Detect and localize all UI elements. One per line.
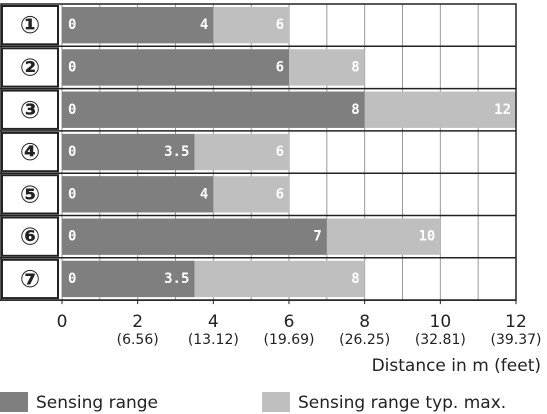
row-label: ⑦ bbox=[20, 265, 40, 293]
row-label-box bbox=[1, 89, 59, 130]
row-label: ① bbox=[20, 11, 40, 39]
start-label: 0 bbox=[68, 144, 76, 160]
data-label: 4 bbox=[200, 17, 208, 33]
data-label: 8 bbox=[351, 59, 359, 75]
x-tick-label: 12 bbox=[505, 312, 527, 332]
row-label-box bbox=[1, 5, 59, 46]
x-tick-label: 6 bbox=[284, 312, 295, 332]
data-label: 3.5 bbox=[164, 144, 189, 160]
row-label-box bbox=[1, 216, 59, 257]
row-label-box bbox=[1, 174, 59, 215]
start-label: 0 bbox=[68, 17, 76, 33]
row-label-box bbox=[1, 47, 59, 88]
data-label: 3.5 bbox=[164, 271, 189, 287]
row-label: ⑤ bbox=[20, 180, 40, 208]
bar bbox=[62, 218, 327, 255]
row-label-box bbox=[1, 131, 59, 173]
x-tick-label: 0 bbox=[57, 312, 68, 332]
data-label: 6 bbox=[276, 144, 284, 160]
x-tick-feet: (32.81) bbox=[415, 332, 466, 348]
x-tick-feet: (6.56) bbox=[117, 332, 159, 348]
x-tick-feet: (26.25) bbox=[339, 332, 390, 348]
data-label: 6 bbox=[276, 17, 284, 33]
x-tick-label: 8 bbox=[359, 312, 370, 332]
data-label: 4 bbox=[200, 186, 208, 202]
row-label: ③ bbox=[20, 96, 40, 124]
start-label: 0 bbox=[68, 271, 76, 287]
data-label: 6 bbox=[276, 59, 284, 75]
x-tick-feet: (39.37) bbox=[490, 332, 541, 348]
data-label: 7 bbox=[313, 229, 321, 245]
row-label: ⑥ bbox=[20, 223, 40, 251]
legend-label: Sensing range bbox=[36, 393, 158, 413]
data-label: 6 bbox=[276, 186, 284, 202]
data-label: 10 bbox=[418, 229, 435, 245]
start-label: 0 bbox=[68, 229, 76, 245]
start-label: 0 bbox=[68, 186, 76, 202]
legend-label: Sensing range typ. max. bbox=[298, 393, 506, 413]
row-label: ② bbox=[20, 53, 40, 81]
frame bbox=[0, 3, 517, 301]
x-tick-label: 4 bbox=[208, 312, 219, 332]
data-label: 8 bbox=[351, 271, 359, 287]
x-tick-feet: (19.69) bbox=[263, 332, 314, 348]
x-axis-label: Distance in m (feet) bbox=[372, 356, 541, 376]
bar bbox=[62, 176, 214, 213]
start-label: 0 bbox=[68, 59, 76, 75]
bar bbox=[62, 49, 289, 86]
bar bbox=[62, 7, 214, 44]
legend-swatch bbox=[0, 392, 28, 412]
start-label: 0 bbox=[68, 102, 76, 118]
data-label: 12 bbox=[494, 102, 511, 118]
bar bbox=[62, 133, 195, 171]
bar bbox=[62, 91, 365, 128]
legend-swatch bbox=[262, 392, 290, 412]
bar bbox=[62, 260, 195, 298]
x-tick-feet: (13.12) bbox=[188, 332, 239, 348]
row-label: ④ bbox=[20, 138, 40, 166]
x-tick-label: 2 bbox=[132, 312, 143, 332]
x-tick-label: 10 bbox=[430, 312, 452, 332]
row-label-box bbox=[1, 258, 59, 300]
data-label: 8 bbox=[351, 102, 359, 118]
